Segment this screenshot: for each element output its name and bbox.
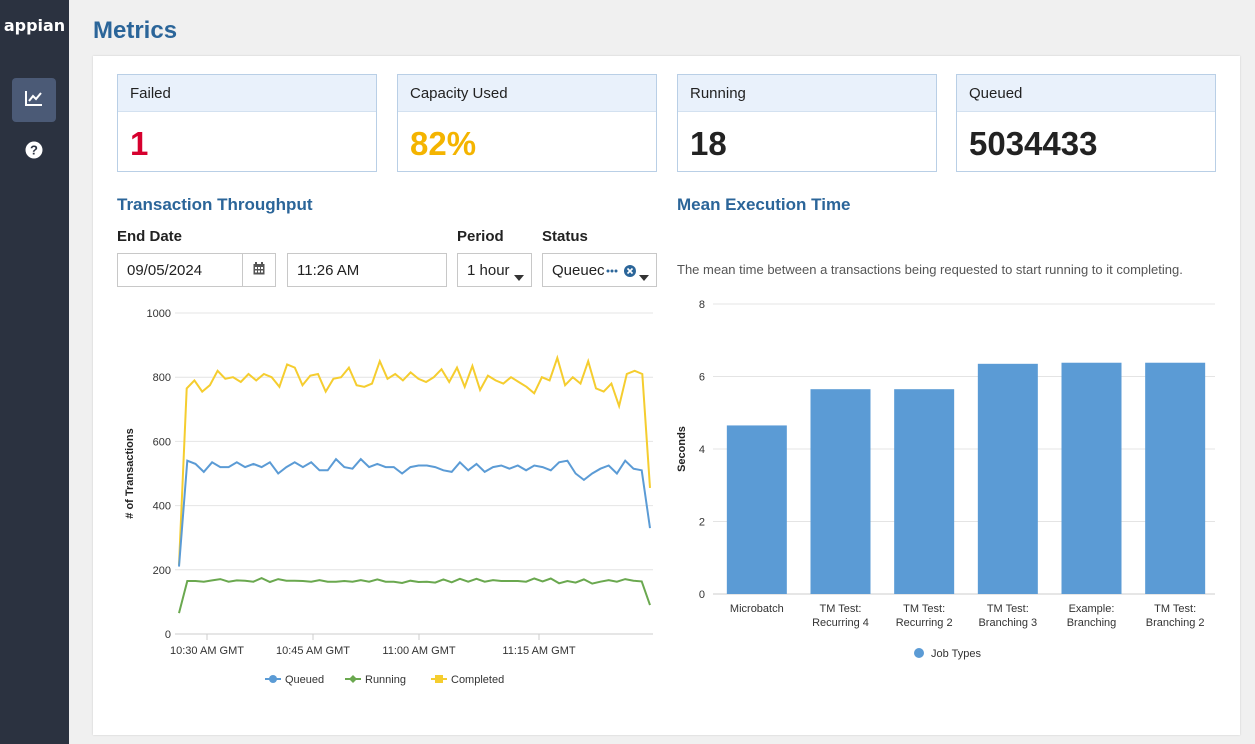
end-date-input[interactable]: 09/05/2024 bbox=[117, 253, 243, 287]
series-line-completed bbox=[178, 354, 651, 566]
status-label: Status bbox=[542, 228, 588, 245]
bar bbox=[1061, 362, 1122, 594]
y-tick-label: 200 bbox=[153, 565, 171, 577]
status-value: Queuec bbox=[552, 262, 604, 279]
period-dropdown[interactable]: 1 hour bbox=[457, 253, 532, 287]
series-line-queued bbox=[178, 457, 651, 567]
kpi-running: Running 18 bbox=[677, 74, 937, 172]
y-tick-label: 1000 bbox=[147, 308, 171, 320]
bar bbox=[726, 425, 787, 594]
x-tick-label: Recurring 2 bbox=[896, 617, 953, 629]
legend-marker bbox=[269, 675, 277, 683]
chevron-down-icon bbox=[639, 268, 649, 285]
x-tick-label: Branching 2 bbox=[1146, 617, 1205, 629]
help-circle-icon: ? bbox=[25, 141, 43, 164]
nav-metrics-button[interactable] bbox=[12, 78, 56, 122]
time-input[interactable]: 11:26 AM bbox=[287, 253, 447, 287]
x-tick-label: 10:30 AM GMT bbox=[170, 645, 244, 657]
x-tick-label: Example: bbox=[1069, 603, 1115, 615]
kpi-value: 18 bbox=[690, 125, 727, 162]
legend-label: Completed bbox=[451, 674, 504, 686]
kpi-capacity-used: Capacity Used 82% bbox=[397, 74, 657, 172]
kpi-label: Running bbox=[678, 75, 936, 112]
bar bbox=[977, 363, 1038, 594]
kpi-failed: Failed 1 bbox=[117, 74, 377, 172]
sidebar: appian ? bbox=[0, 0, 69, 744]
page-title: Metrics bbox=[93, 17, 178, 44]
period-value: 1 hour bbox=[467, 262, 510, 279]
end-date-label: End Date bbox=[117, 228, 183, 245]
y-tick-label: 0 bbox=[699, 589, 705, 601]
chevron-down-icon bbox=[514, 268, 524, 285]
legend-marker bbox=[349, 675, 357, 683]
x-tick-label: Microbatch bbox=[730, 603, 784, 615]
status-multiselect[interactable]: Queuec bbox=[542, 253, 657, 287]
mean-exec-title: Mean Execution Time bbox=[677, 195, 851, 214]
x-tick-label: TM Test: bbox=[820, 603, 862, 615]
kpi-value: 5034433 bbox=[969, 125, 1098, 162]
kpi-value: 1 bbox=[130, 125, 149, 162]
legend-label: Running bbox=[365, 674, 406, 686]
series-line-running bbox=[178, 577, 651, 614]
throughput-title: Transaction Throughput bbox=[117, 195, 313, 214]
legend-marker bbox=[914, 648, 924, 658]
metrics-card: Failed 1 Capacity Used 82% Running 18 Qu… bbox=[93, 56, 1240, 735]
more-icon bbox=[606, 264, 618, 281]
x-tick-label: 11:00 AM GMT bbox=[382, 645, 455, 657]
y-tick-label: 2 bbox=[699, 517, 705, 529]
x-tick-label: TM Test: bbox=[1154, 603, 1196, 615]
x-tick-label: TM Test: bbox=[903, 603, 945, 615]
calendar-icon bbox=[253, 262, 265, 279]
bar bbox=[894, 389, 955, 594]
y-tick-label: 8 bbox=[699, 299, 705, 311]
kpi-value: 82% bbox=[410, 125, 477, 162]
x-tick-label: 10:45 AM GMT bbox=[276, 645, 350, 657]
kpi-label: Queued bbox=[957, 75, 1215, 112]
throughput-line-chart: 0 200 400 600 800 1000 # of Transactions 10:30 … bbox=[124, 308, 653, 686]
legend-label: Job Types bbox=[931, 648, 981, 660]
mean-exec-description: The mean time between a transactions bei… bbox=[677, 262, 1183, 277]
y-axis-label: Seconds bbox=[676, 426, 688, 472]
y-tick-label: 6 bbox=[699, 372, 705, 384]
period-label: Period bbox=[457, 228, 504, 245]
x-tick-label: TM Test: bbox=[987, 603, 1029, 615]
y-tick-label: 0 bbox=[165, 629, 171, 641]
nav-help-button[interactable]: ? bbox=[12, 130, 56, 174]
kpi-label: Capacity Used bbox=[398, 75, 656, 112]
y-tick-label: 400 bbox=[153, 501, 171, 513]
y-tick-label: 600 bbox=[153, 436, 171, 448]
x-tick-label: Branching bbox=[1067, 617, 1117, 629]
legend-marker bbox=[435, 675, 443, 683]
appian-logo: appian bbox=[3, 16, 66, 35]
mean-exec-bar-chart: 0 2 4 6 8 Seconds Microbatch TM Test: Recurring … bbox=[676, 299, 1215, 660]
calendar-button[interactable] bbox=[242, 253, 276, 287]
kpi-queued: Queued 5034433 bbox=[956, 74, 1216, 172]
svg-text:?: ? bbox=[30, 142, 38, 157]
y-axis-label: # of Transactions bbox=[124, 428, 136, 518]
clear-icon[interactable] bbox=[624, 264, 636, 281]
x-tick-label: Branching 3 bbox=[978, 617, 1037, 629]
bar bbox=[1145, 362, 1206, 594]
x-tick-label: Recurring 4 bbox=[812, 617, 869, 629]
bar bbox=[810, 389, 871, 594]
y-tick-label: 800 bbox=[153, 372, 171, 384]
legend-label: Queued bbox=[285, 674, 324, 686]
x-tick-label: 11:15 AM GMT bbox=[502, 645, 575, 657]
chart-line-icon bbox=[25, 90, 43, 111]
y-tick-label: 4 bbox=[699, 444, 705, 456]
kpi-label: Failed bbox=[118, 75, 376, 112]
